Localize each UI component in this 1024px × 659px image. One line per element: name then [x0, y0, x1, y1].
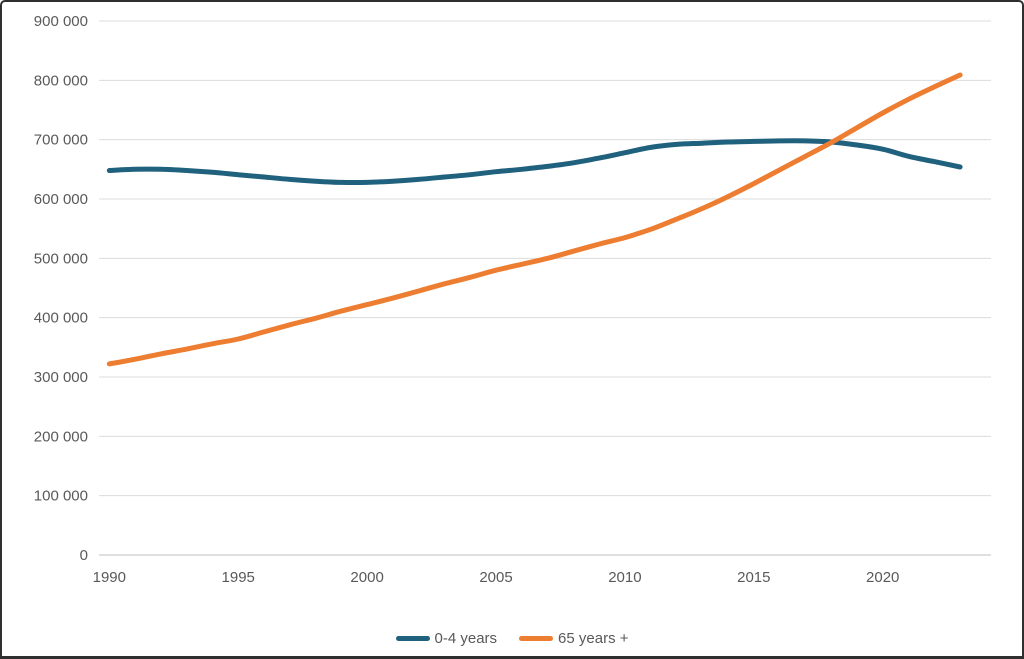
y-axis-tick-label: 600 000 [34, 191, 88, 208]
legend-label: 65 years + [558, 629, 629, 647]
legend-swatch-0-4-years [395, 635, 430, 641]
legend-item-65-years: 65 years + [519, 629, 629, 647]
x-axis-tick-label: 2010 [608, 569, 641, 586]
x-axis-tick-label: 2015 [737, 569, 770, 586]
x-axis-tick-label: 2005 [479, 569, 512, 586]
x-axis-tick-label: 1990 [93, 569, 126, 586]
series-line-65-years [106, 72, 963, 367]
series-line-0-4-years [106, 138, 963, 186]
y-axis-tick-label: 500 000 [34, 250, 88, 267]
x-axis-tick-label: 1995 [222, 569, 255, 586]
y-axis-tick-label: 700 000 [34, 132, 88, 149]
legend-item-0-4-years: 0-4 years [395, 629, 498, 647]
x-axis-tick-label: 2020 [866, 569, 899, 586]
chart-legend: 0-4 years 65 years + [2, 628, 1022, 648]
legend-label: 0-4 years [434, 629, 498, 647]
y-axis-tick-label: 800 000 [34, 72, 88, 89]
y-axis-tick-label: 100 000 [34, 488, 88, 505]
y-axis-tick-label: 400 000 [34, 310, 88, 327]
y-axis-tick-label: 200 000 [34, 428, 88, 445]
y-axis-tick-label: 900 000 [34, 13, 88, 30]
y-axis-tick-label: 0 [80, 547, 88, 564]
y-axis-tick-label: 300 000 [34, 369, 88, 386]
line-chart-canvas: 0 100 000 200 000 300 000 400 000 500 000 600 … [34, 13, 991, 586]
legend-swatch-65-years [519, 635, 554, 641]
x-axis-tick-label: 2000 [350, 569, 383, 586]
